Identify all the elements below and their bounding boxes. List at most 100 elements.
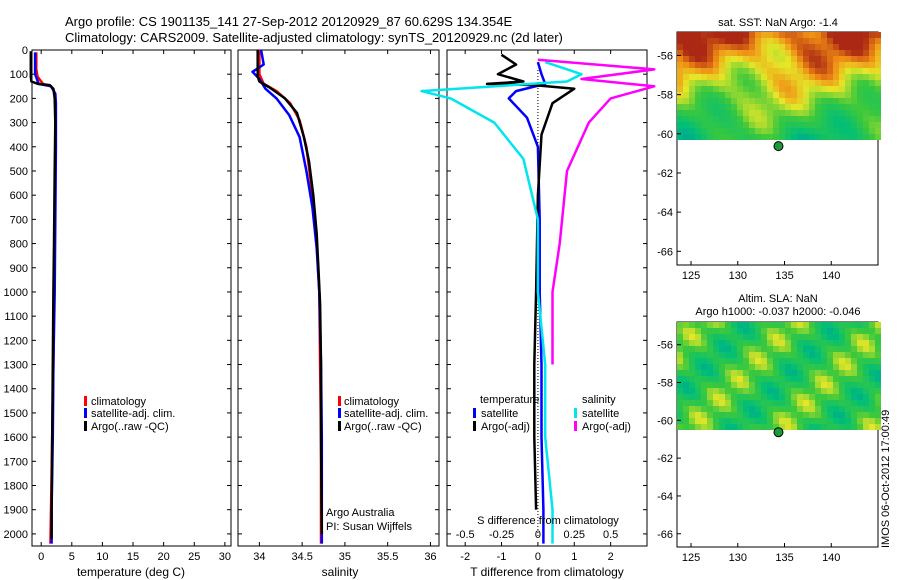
heatmap-cell [809, 86, 815, 92]
heatmap-cell [713, 394, 719, 400]
heatmap-cell [851, 134, 857, 140]
heatmap-cell [737, 62, 743, 68]
heatmap-cell [845, 364, 851, 370]
heatmap-cell [839, 352, 845, 358]
heatmap-cell [773, 346, 779, 352]
heatmap-cell [737, 400, 743, 406]
heatmap-cell [869, 62, 875, 68]
heatmap-cell [677, 400, 683, 406]
heatmap-cell [803, 400, 809, 406]
heatmap-cell [845, 116, 851, 122]
heatmap-cell [803, 56, 809, 62]
heatmap-cell [845, 56, 851, 62]
heatmap-cell [845, 32, 851, 38]
heatmap-cell [857, 346, 863, 352]
heatmap-cell [827, 424, 833, 430]
heatmap-cell [725, 86, 731, 92]
heatmap-cell [755, 364, 761, 370]
depth-tick-label: 1500 [4, 408, 28, 420]
heatmap-cell [725, 322, 731, 328]
heatmap-cell [737, 340, 743, 346]
heatmap-cell [707, 358, 713, 364]
heatmap-cell [821, 134, 827, 140]
heatmap-cell [719, 32, 725, 38]
heatmap-cell [689, 122, 695, 128]
heatmap-cell [743, 134, 749, 140]
heatmap-cell [815, 376, 821, 382]
heatmap-cell [677, 358, 683, 364]
heatmap-cell [785, 334, 791, 340]
heatmap-cell [689, 352, 695, 358]
heatmap-cell [743, 382, 749, 388]
heatmap-cell [683, 394, 689, 400]
heatmap-cell [737, 364, 743, 370]
heatmap-cell [755, 50, 761, 56]
heatmap-cell [785, 424, 791, 430]
heatmap-cell [677, 370, 683, 376]
heatmap-cell [875, 134, 881, 140]
heatmap-cell [875, 62, 881, 68]
heatmap-cell [737, 376, 743, 382]
heatmap-cell [737, 352, 743, 358]
heatmap-cell [839, 376, 845, 382]
heatmap-cell [683, 32, 689, 38]
heatmap-cell [821, 388, 827, 394]
s-diff-tick-label: 0.5 [603, 529, 618, 541]
heatmap-cell [833, 352, 839, 358]
heatmap-cell [797, 352, 803, 358]
sst-map-title: sat. SST: NaN Argo: -1.4 [718, 17, 838, 29]
heatmap-cell [725, 56, 731, 62]
heatmap-cell [779, 358, 785, 364]
heatmap-cell [809, 98, 815, 104]
heatmap-cell [683, 388, 689, 394]
heatmap-cell [815, 50, 821, 56]
heatmap-cell [821, 424, 827, 430]
heatmap-cell [833, 340, 839, 346]
heatmap-cell [719, 110, 725, 116]
heatmap-cell [875, 370, 881, 376]
heatmap-cell [689, 358, 695, 364]
heatmap-cell [863, 388, 869, 394]
heatmap-cell [791, 134, 797, 140]
heatmap-cell [749, 376, 755, 382]
heatmap-cell [827, 406, 833, 412]
heatmap-cell [875, 358, 881, 364]
heatmap-cell [809, 74, 815, 80]
heatmap-cell [767, 44, 773, 50]
heatmap-cell [815, 80, 821, 86]
heatmap-cell [761, 382, 767, 388]
heatmap-cell [785, 92, 791, 98]
heatmap-cell [725, 62, 731, 68]
heatmap-cell [743, 412, 749, 418]
heatmap-cell [767, 68, 773, 74]
heatmap-cell [833, 86, 839, 92]
x-tick-label: 34 [253, 551, 265, 563]
heatmap-cell [725, 74, 731, 80]
heatmap-cell [863, 92, 869, 98]
heatmap-cell [767, 352, 773, 358]
heatmap-cell [815, 370, 821, 376]
heatmap-cell [773, 352, 779, 358]
heatmap-cell [809, 44, 815, 50]
heatmap-cell [743, 104, 749, 110]
heatmap-cell [683, 68, 689, 74]
heatmap-cell [875, 328, 881, 334]
heatmap-cell [791, 122, 797, 128]
heatmap-cell [761, 376, 767, 382]
heatmap-cell [821, 128, 827, 134]
heatmap-cell [761, 92, 767, 98]
heatmap-cell [785, 50, 791, 56]
depth-tick-label: 1900 [4, 505, 28, 517]
heatmap-cell [725, 92, 731, 98]
heatmap-cell [707, 62, 713, 68]
heatmap-cell [851, 32, 857, 38]
heatmap-cell [767, 128, 773, 134]
heatmap-cell [749, 358, 755, 364]
heatmap-cell [701, 388, 707, 394]
heatmap-cell [755, 400, 761, 406]
heatmap-cell [803, 68, 809, 74]
heatmap-cell [767, 322, 773, 328]
diff-legend-temperature-title: temperature [480, 394, 539, 406]
heatmap-cell [803, 418, 809, 424]
heatmap-cell [809, 382, 815, 388]
